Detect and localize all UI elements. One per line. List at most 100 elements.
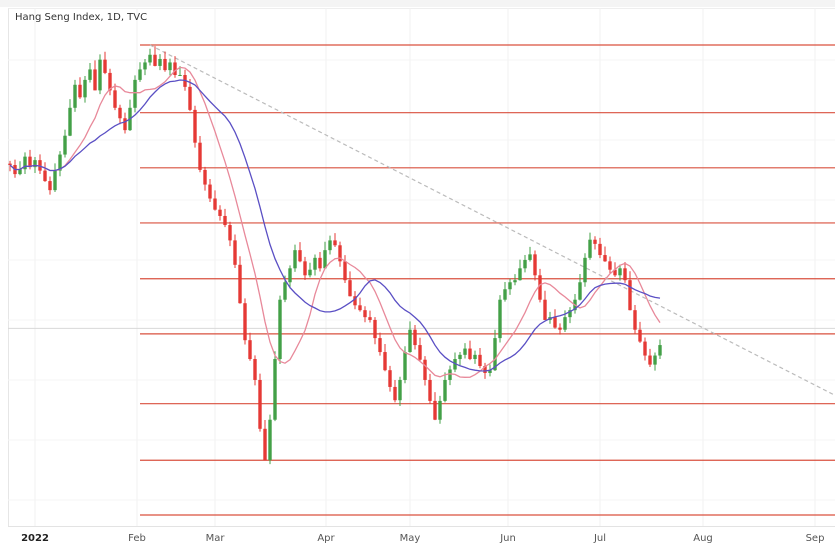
time-axis-label: Jul (593, 533, 607, 544)
candle-body (478, 354, 482, 367)
time-axis-label: Apr (317, 533, 335, 544)
candle-body (233, 240, 237, 265)
candle-body (223, 215, 227, 226)
candle-body (248, 340, 252, 360)
candle-body (293, 250, 297, 269)
time-axis-label: Feb (128, 533, 146, 544)
candle-body (333, 240, 337, 246)
candle-body (253, 359, 257, 380)
candle-body (383, 352, 387, 371)
time-axis-label: Mar (205, 533, 225, 544)
candle-body (288, 268, 292, 283)
candle-body (398, 379, 402, 401)
candle-body (273, 359, 277, 420)
candle-body (73, 84, 77, 108)
candle-body (498, 299, 502, 339)
candle-body (583, 257, 587, 283)
candle-body (28, 156, 32, 168)
candle-body (493, 338, 497, 371)
candle-body (393, 386, 397, 401)
candle-body (208, 184, 212, 199)
candle-body (408, 329, 412, 353)
candle-body (358, 305, 362, 311)
candle-body (138, 69, 142, 80)
candle-body (413, 329, 417, 346)
candle-body (553, 317, 557, 328)
candle-body (168, 62, 172, 71)
candle-body (143, 62, 147, 70)
candle-body (348, 280, 352, 297)
candle-body (228, 225, 232, 241)
candle-body (503, 289, 507, 300)
candle-body (203, 169, 207, 185)
candle-body (323, 250, 327, 269)
candle-body (58, 154, 62, 171)
candle-body (558, 327, 562, 330)
time-axis-label: Aug (693, 533, 713, 544)
candle-body (308, 269, 312, 276)
candle-body (538, 275, 542, 300)
candle-body (68, 107, 72, 136)
candle-body (278, 299, 282, 360)
candle-body (283, 282, 287, 300)
candle-body (328, 240, 332, 251)
candle-body (513, 280, 517, 283)
price-chart[interactable] (0, 0, 835, 526)
candle-body (578, 282, 582, 300)
candle-body (158, 58, 162, 66)
candle-body (123, 118, 127, 131)
top-strip (0, 0, 835, 7)
candle-body (8, 163, 12, 166)
candle-body (618, 268, 622, 276)
candle-body (568, 310, 572, 318)
candle-body (103, 59, 107, 73)
candle-body (113, 90, 117, 108)
candle-body (33, 160, 37, 168)
candle-body (83, 79, 87, 98)
candle-body (238, 264, 242, 304)
candle-body (118, 107, 122, 119)
candle-body (78, 84, 82, 98)
candle-body (643, 341, 647, 356)
time-axis-label: May (399, 533, 421, 544)
time-axis[interactable]: 2022 Feb Mar Apr May Jun Jul Aug Sep (8, 526, 835, 551)
candle-body (88, 69, 92, 80)
candle-body (313, 257, 317, 270)
candle-body (43, 170, 47, 182)
candle-body (343, 261, 347, 281)
candle-body (423, 359, 427, 380)
candle-body (198, 142, 202, 170)
candle-body (418, 345, 422, 360)
candle-body (598, 243, 602, 256)
candle-body (378, 338, 382, 353)
candle-body (188, 86, 192, 110)
candle-body (368, 317, 372, 320)
candle-body (488, 370, 492, 373)
candle-body (38, 160, 42, 171)
candle-body (623, 268, 627, 281)
candle-body (633, 310, 637, 330)
candle-body (658, 345, 662, 356)
candle-body (243, 303, 247, 341)
candle-body (53, 170, 57, 191)
chart-pane[interactable] (8, 8, 835, 527)
candle-body (508, 282, 512, 290)
candle-body (533, 254, 537, 276)
candle-body (298, 250, 302, 262)
candle-body (268, 419, 272, 461)
candle-body (173, 62, 177, 76)
candle-body (363, 310, 367, 318)
candle-body (518, 268, 522, 281)
candle-body (448, 369, 452, 380)
candle-body (93, 69, 97, 91)
candle-body (483, 366, 487, 373)
moving-average-sma-20 (9, 79, 661, 372)
candle-body (428, 379, 432, 401)
candle-body (258, 379, 262, 429)
candle-body (648, 355, 652, 365)
candle-body (628, 280, 632, 311)
candle-body (153, 54, 157, 66)
candle-body (543, 299, 547, 320)
candle-body (303, 261, 307, 276)
trendline (149, 44, 835, 396)
